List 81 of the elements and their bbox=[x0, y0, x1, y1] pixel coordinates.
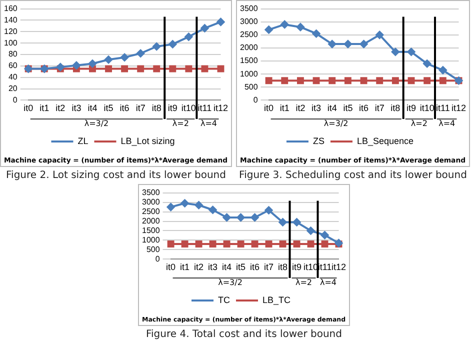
y-tick-label: 500 bbox=[146, 244, 160, 254]
x-tick-label: it2 bbox=[56, 103, 66, 114]
legend-label: LB_TC bbox=[262, 294, 292, 305]
y-tick-label: 60 bbox=[8, 61, 18, 70]
legend-label: LB_Lot sizing bbox=[120, 136, 175, 146]
x-tick-label: it5 bbox=[343, 103, 353, 114]
x-tick-label: it2 bbox=[194, 262, 204, 272]
x-tick-label: it2 bbox=[296, 103, 306, 114]
x-tick-label: it1 bbox=[280, 103, 290, 114]
text: λ=3/2 bbox=[84, 119, 109, 128]
x-tick-label: it6 bbox=[359, 103, 369, 114]
y-tick-label: 0 bbox=[253, 95, 258, 104]
text: λ=3/2 bbox=[218, 278, 242, 288]
text: λ=2 bbox=[410, 119, 428, 128]
y-tick-label: 120 bbox=[4, 26, 18, 36]
x-tick-label: it1 bbox=[180, 262, 190, 272]
x-tick-label: it1 bbox=[40, 103, 50, 114]
x-tick-label: it12 bbox=[331, 262, 346, 272]
y-tick-label: 500 bbox=[244, 82, 258, 92]
x-tick-label: it5 bbox=[104, 103, 114, 114]
text: λ=2 bbox=[295, 278, 312, 288]
x-tick-label: it9 bbox=[406, 103, 416, 114]
legend-label: ZS bbox=[312, 136, 324, 146]
y-tick-label: 20 bbox=[8, 84, 18, 93]
y-tick-label: 3000 bbox=[142, 197, 160, 206]
y-tick-label: 0 bbox=[155, 254, 160, 264]
x-tick-label: it3 bbox=[72, 103, 82, 114]
text: λ=4 bbox=[200, 119, 217, 128]
y-tick-label: 1500 bbox=[240, 56, 258, 66]
y-tick-label: 40 bbox=[8, 72, 18, 82]
x-tick-label: it7 bbox=[374, 103, 384, 114]
text: Figure 4. Total cost and its lower bound bbox=[145, 329, 343, 340]
x-tick-label: it0 bbox=[24, 103, 34, 114]
x-tick-label: it9 bbox=[292, 262, 302, 272]
y-tick-label: 2000 bbox=[240, 43, 258, 52]
x-tick-label: it4 bbox=[327, 103, 337, 114]
text: λ=2 bbox=[172, 119, 189, 128]
x-tick-label: it4 bbox=[222, 262, 232, 272]
y-tick-label: 160 bbox=[4, 4, 18, 14]
x-tick-label: it11 bbox=[318, 262, 332, 272]
x-tick-label: it11 bbox=[436, 103, 450, 114]
legend-label: LB_Sequence bbox=[356, 136, 414, 146]
y-tick-label: 0 bbox=[12, 95, 18, 104]
y-tick-label: 1000 bbox=[142, 235, 160, 244]
x-tick-label: it6 bbox=[120, 103, 130, 114]
x-tick-label: it11 bbox=[198, 103, 212, 114]
y-tick-label: 3500 bbox=[142, 188, 160, 198]
x-tick-label: it8 bbox=[390, 103, 400, 114]
text: λ=4 bbox=[320, 278, 337, 288]
x-tick-label: it3 bbox=[208, 262, 218, 272]
y-tick-label: 1500 bbox=[142, 226, 160, 235]
x-tick-label: it8 bbox=[152, 103, 162, 114]
y-tick-label: 2500 bbox=[142, 206, 160, 216]
text: Figure 3. Scheduling cost and its lower bound bbox=[238, 170, 468, 181]
text: Figure 2. Lot sizing cost and its lower bound bbox=[5, 170, 227, 181]
y-tick-label: 140 bbox=[4, 15, 18, 24]
y-tick-label: 3000 bbox=[240, 17, 258, 26]
y-tick-label: 1000 bbox=[240, 69, 258, 78]
x-tick-label: it10 bbox=[181, 103, 196, 114]
y-tick-label: 2500 bbox=[240, 30, 258, 40]
x-tick-label: it7 bbox=[136, 103, 146, 114]
x-tick-label: it5 bbox=[236, 262, 246, 272]
x-tick-label: it0 bbox=[166, 262, 176, 272]
x-tick-label: it6 bbox=[250, 262, 260, 272]
x-tick-label: it12 bbox=[451, 103, 466, 114]
x-tick-label: it7 bbox=[264, 262, 274, 272]
x-tick-label: it12 bbox=[213, 103, 228, 114]
y-tick-label: 2000 bbox=[142, 216, 160, 226]
x-tick-label: it10 bbox=[420, 103, 434, 114]
x-tick-label: it3 bbox=[312, 103, 322, 114]
y-tick-label: 80 bbox=[8, 50, 18, 59]
x-tick-label: it9 bbox=[168, 103, 178, 114]
text: λ=3/2 bbox=[324, 119, 348, 128]
text: λ=4 bbox=[438, 119, 456, 128]
legend-label: ZL bbox=[78, 136, 88, 146]
legend-label: TC bbox=[218, 294, 230, 305]
x-tick-label: it0 bbox=[264, 103, 274, 114]
y-tick-label: 100 bbox=[4, 38, 18, 48]
x-tick-label: it8 bbox=[278, 262, 288, 272]
x-tick-label: it4 bbox=[88, 103, 98, 114]
y-tick-label: 3500 bbox=[240, 4, 258, 14]
